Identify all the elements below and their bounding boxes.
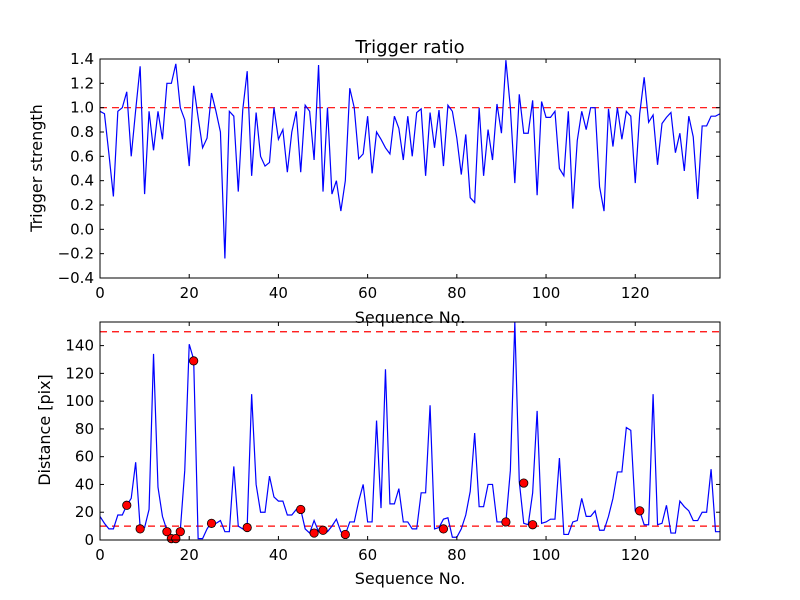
y-tick-label: 40	[75, 475, 94, 493]
data-marker	[162, 527, 172, 537]
y-tick-label: 1.0	[70, 99, 94, 117]
y-tick-label: 140	[65, 337, 94, 355]
x-axis-label: Sequence No.	[355, 569, 466, 588]
y-tick-label: 0.6	[70, 147, 94, 165]
data-marker	[635, 506, 645, 516]
y-tick-label: 60	[75, 448, 94, 466]
data-marker	[318, 525, 328, 535]
y-tick-label: 80	[75, 420, 94, 438]
x-tick-label: 40	[269, 284, 288, 302]
data-marker	[528, 520, 538, 530]
y-tick-label: 0	[84, 531, 94, 549]
axes-frame	[99, 58, 721, 279]
data-marker	[189, 356, 199, 366]
y-axis-label: Trigger strength	[27, 104, 46, 233]
data-marker	[171, 534, 181, 544]
y-tick-label: 1.2	[70, 74, 94, 92]
y-axis-label: Distance [pix]	[35, 374, 54, 486]
x-tick-label: 20	[180, 284, 199, 302]
x-tick-label: 120	[621, 284, 650, 302]
data-marker	[296, 504, 306, 515]
series-line-0	[100, 60, 720, 259]
x-tick-label: 60	[358, 284, 377, 302]
x-tick-label: 100	[532, 546, 561, 564]
x-tick-label: 20	[180, 546, 199, 564]
data-marker	[340, 529, 350, 540]
x-tick-label: 80	[447, 284, 466, 302]
data-marker	[519, 478, 529, 488]
y-tick-label: −0.4	[58, 269, 94, 287]
data-marker	[438, 524, 449, 534]
data-marker	[135, 524, 145, 534]
x-axis-label: Sequence No.	[355, 308, 466, 327]
data-marker	[206, 518, 217, 528]
data-marker	[242, 522, 252, 533]
trigger-ratio-chart: Trigger ratio Sequence No. Trigger stren…	[27, 37, 721, 327]
x-tick-label: 100	[532, 284, 561, 302]
y-tick-label: 0.0	[70, 220, 94, 238]
x-tick-label: 120	[621, 546, 650, 564]
x-tick-label: 40	[269, 546, 288, 564]
y-tick-label: 20	[75, 503, 94, 521]
x-tick-label: 80	[447, 546, 466, 564]
axes-frame	[99, 321, 721, 541]
x-tick-label: 60	[358, 546, 377, 564]
x-tick-label: 0	[95, 546, 105, 564]
data-marker	[122, 500, 132, 510]
y-tick-label: 1.4	[70, 50, 94, 68]
data-marker	[309, 528, 319, 538]
data-marker	[501, 517, 511, 527]
y-tick-label: 0.4	[70, 172, 94, 190]
y-tick-label: 100	[65, 392, 94, 410]
chart-title: Trigger ratio	[354, 37, 464, 58]
y-tick-label: −0.2	[58, 245, 94, 263]
y-tick-label: 0.8	[70, 123, 94, 141]
x-tick-label: 0	[95, 284, 105, 302]
distance-chart: Sequence No. Distance [pix] 0 20 40 60 80 100…	[35, 321, 721, 588]
series-line-0	[100, 322, 720, 540]
data-marker	[175, 527, 185, 537]
y-tick-label: 120	[65, 364, 94, 382]
y-tick-label: 0.2	[70, 196, 94, 214]
